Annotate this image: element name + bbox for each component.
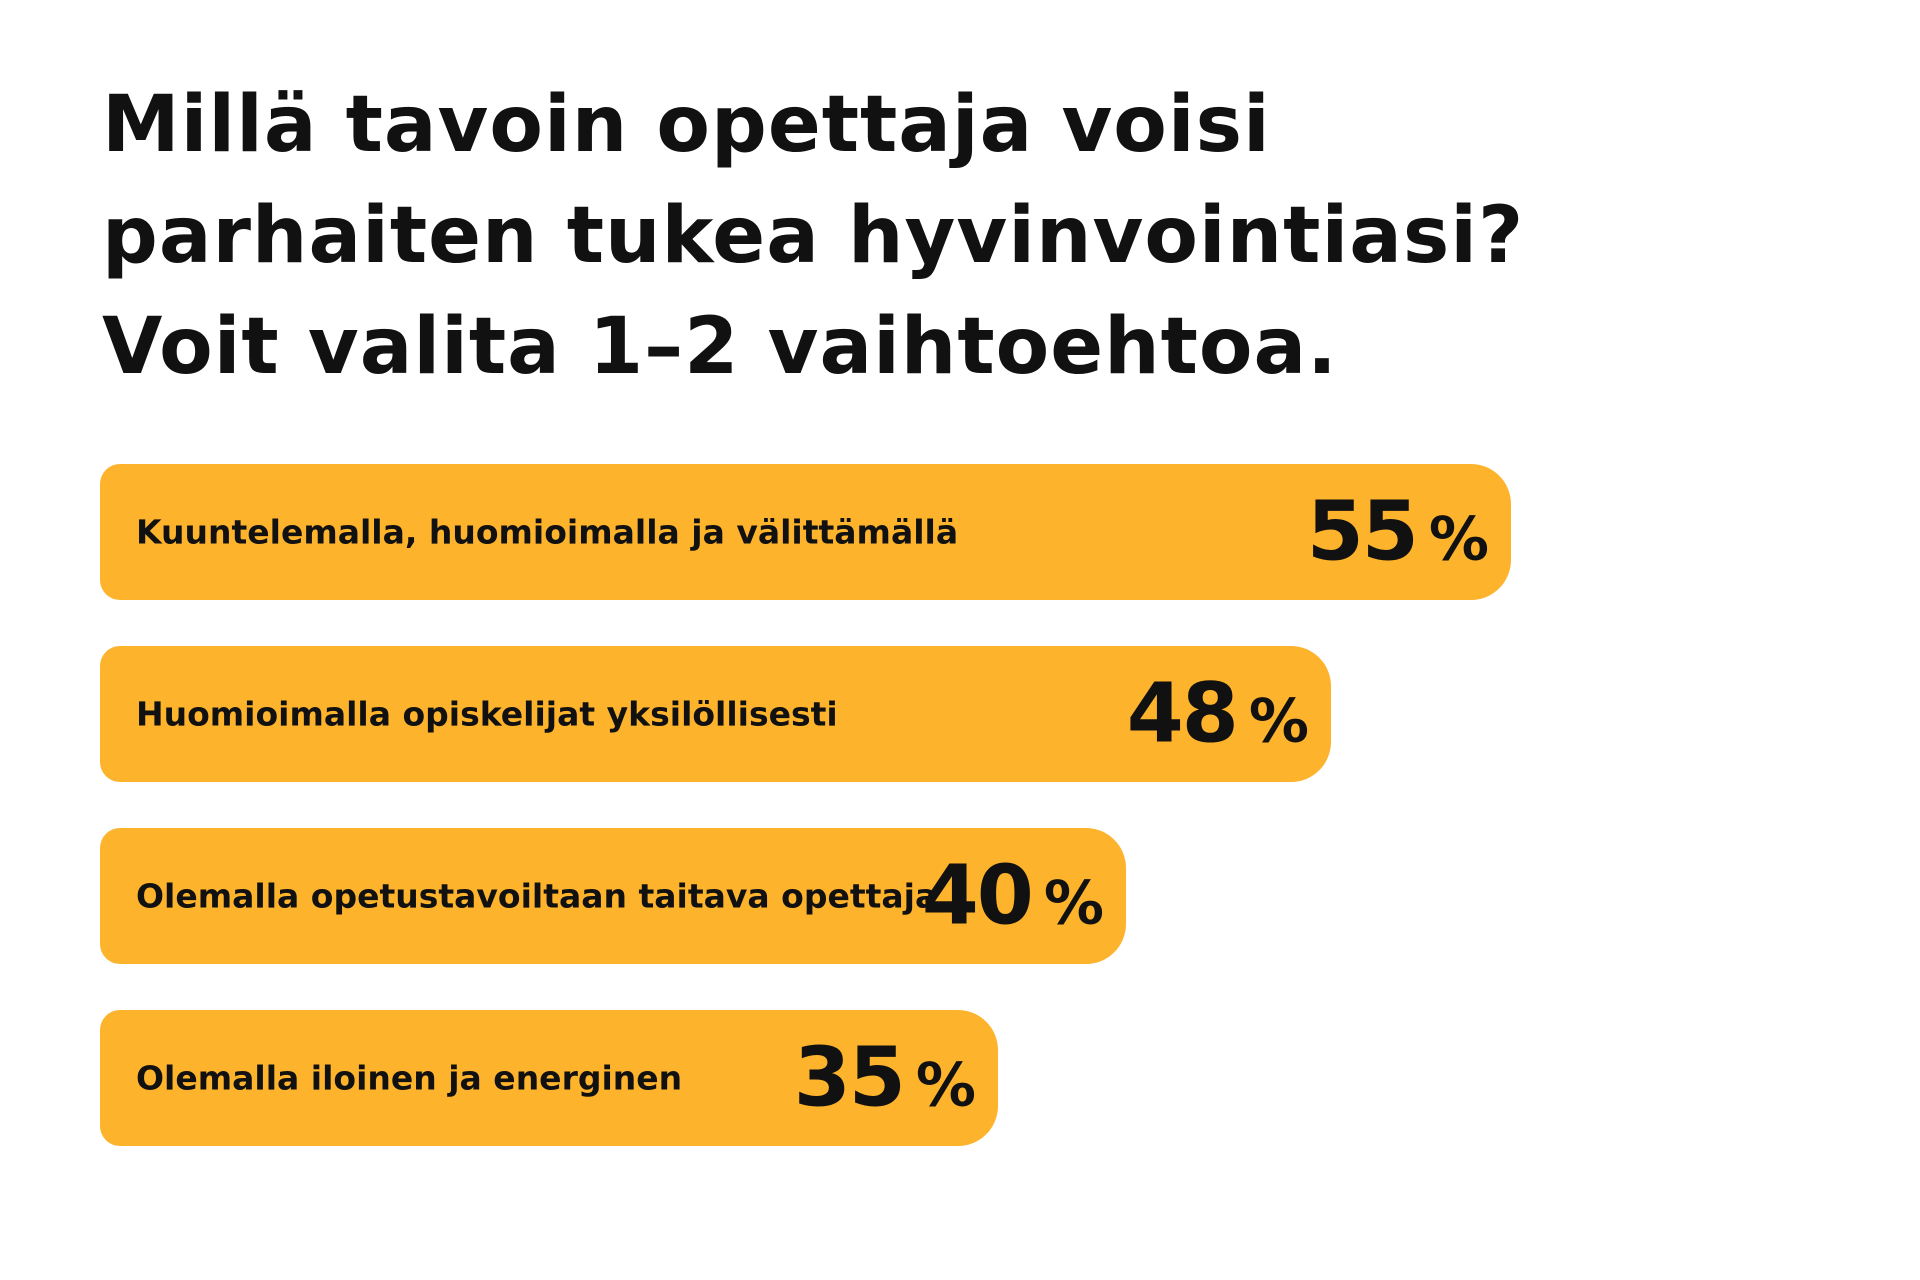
- bar-value-number-3: 40: [921, 848, 1034, 944]
- bar-value-number-4: 35: [793, 1030, 906, 1126]
- bar-value-unit-4: %: [915, 1050, 976, 1121]
- bar-3: Olemalla opetustavoiltaan taitava opetta…: [100, 828, 1126, 964]
- bar-value-3: 40%: [922, 849, 1104, 944]
- bar-value-number-2: 48: [1126, 666, 1239, 762]
- bar-1: Kuuntelemalla, huomioimalla ja välittämä…: [100, 464, 1511, 600]
- chart-title: Millä tavoin opettaja voisi parhaiten tu…: [102, 70, 1602, 403]
- chart-title-line-1: Millä tavoin opettaja voisi: [102, 80, 1271, 170]
- bar-label-2: Huomioimalla opiskelijat yksilöllisesti: [136, 694, 838, 734]
- bar-value-unit-3: %: [1043, 868, 1104, 939]
- bar-value-1: 55%: [1307, 485, 1489, 580]
- chart-title-line-3: Voit valita 1–2 vaihtoehtoa.: [102, 302, 1338, 392]
- bar-value-2: 48%: [1127, 667, 1309, 762]
- bar-4: Olemalla iloinen ja energinen 35%: [100, 1010, 998, 1146]
- bar-value-4: 35%: [794, 1031, 976, 1126]
- bar-label-3: Olemalla opetustavoiltaan taitava opetta…: [136, 876, 938, 916]
- bar-label-1: Kuuntelemalla, huomioimalla ja välittämä…: [136, 512, 959, 552]
- bar-value-unit-1: %: [1428, 504, 1489, 575]
- bar-value-unit-2: %: [1248, 686, 1309, 757]
- bar-chart: Kuuntelemalla, huomioimalla ja välittämä…: [100, 0, 1700, 1280]
- bar-label-4: Olemalla iloinen ja energinen: [136, 1058, 683, 1098]
- chart-title-line-2: parhaiten tukea hyvinvointiasi?: [102, 191, 1525, 281]
- bar-2: Huomioimalla opiskelijat yksilöllisesti 4…: [100, 646, 1331, 782]
- bar-value-number-1: 55: [1306, 484, 1419, 580]
